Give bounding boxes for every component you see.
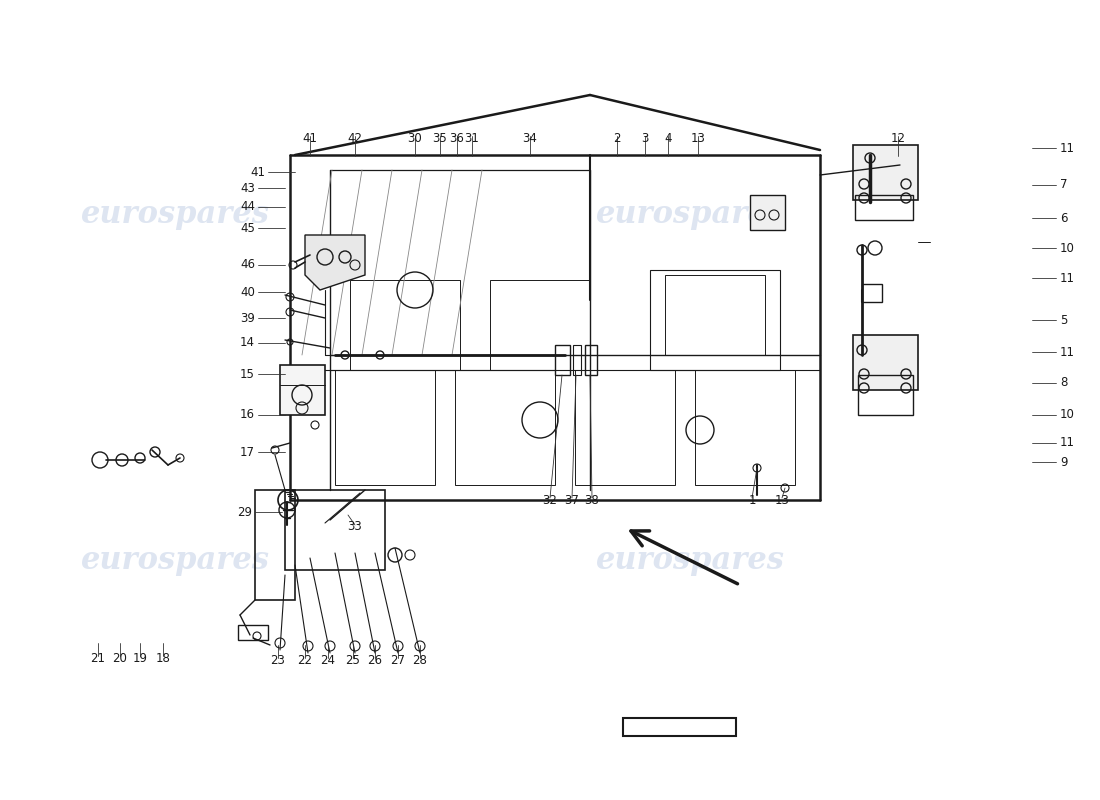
Bar — [285, 490, 385, 570]
Bar — [650, 270, 780, 370]
Text: 39: 39 — [240, 311, 255, 325]
Text: 37: 37 — [564, 494, 580, 506]
Text: 36: 36 — [450, 131, 464, 145]
Text: 18: 18 — [155, 651, 170, 665]
Text: 26: 26 — [367, 654, 383, 666]
Text: 32: 32 — [542, 494, 558, 506]
Text: 42: 42 — [348, 131, 363, 145]
Text: 3: 3 — [641, 131, 649, 145]
Text: 9: 9 — [1060, 455, 1067, 469]
Bar — [350, 280, 460, 370]
Text: 13: 13 — [774, 494, 790, 506]
Bar — [556, 345, 570, 375]
Text: 15: 15 — [240, 367, 255, 381]
Bar — [855, 195, 913, 220]
Text: eurospares: eurospares — [80, 545, 270, 575]
Polygon shape — [305, 235, 365, 290]
Text: 38: 38 — [584, 494, 600, 506]
Bar — [585, 345, 597, 375]
Bar — [623, 718, 736, 736]
Text: 6: 6 — [1060, 211, 1067, 225]
Text: 19: 19 — [132, 651, 147, 665]
Text: 41: 41 — [250, 166, 265, 178]
Text: 40: 40 — [240, 286, 255, 298]
Text: 12: 12 — [891, 131, 905, 145]
Text: 31: 31 — [464, 131, 480, 145]
Text: 11: 11 — [1060, 346, 1075, 358]
Bar — [573, 345, 581, 375]
Text: 45: 45 — [240, 222, 255, 234]
Bar — [750, 195, 785, 230]
Text: 22: 22 — [297, 654, 312, 666]
Text: 30: 30 — [408, 131, 422, 145]
Text: 1: 1 — [748, 494, 756, 506]
Text: 17: 17 — [240, 446, 255, 458]
Bar — [575, 370, 675, 485]
Bar — [862, 284, 882, 302]
Text: 46: 46 — [240, 258, 255, 271]
Text: 34: 34 — [522, 131, 538, 145]
Text: 2: 2 — [614, 131, 620, 145]
Bar — [490, 280, 590, 370]
Text: 7: 7 — [1060, 178, 1067, 191]
Text: eurospares: eurospares — [80, 199, 270, 230]
Bar — [858, 375, 913, 415]
Text: 41: 41 — [302, 131, 318, 145]
Bar — [238, 625, 268, 640]
Text: 21: 21 — [90, 651, 106, 665]
Text: 25: 25 — [345, 654, 361, 666]
Text: eurospares: eurospares — [595, 545, 784, 575]
Text: 8: 8 — [1060, 377, 1067, 390]
Text: 28: 28 — [412, 654, 428, 666]
Text: 35: 35 — [432, 131, 448, 145]
Text: 24: 24 — [320, 654, 336, 666]
Bar — [455, 370, 556, 485]
Bar — [852, 335, 918, 390]
Text: 44: 44 — [240, 201, 255, 214]
Bar — [695, 370, 795, 485]
Text: 11: 11 — [1060, 142, 1075, 154]
Text: 11: 11 — [1060, 271, 1075, 285]
Text: 10: 10 — [1060, 409, 1075, 422]
Text: 11: 11 — [1060, 437, 1075, 450]
Text: 23: 23 — [271, 654, 285, 666]
Text: 16: 16 — [240, 409, 255, 422]
Bar — [852, 145, 918, 200]
Text: 5: 5 — [1060, 314, 1067, 326]
Text: 29: 29 — [236, 506, 252, 518]
Text: 13: 13 — [691, 131, 705, 145]
Bar — [255, 490, 295, 600]
Bar — [280, 365, 324, 415]
Bar — [666, 275, 764, 355]
Bar — [336, 370, 434, 485]
Text: 4: 4 — [664, 131, 672, 145]
Text: 20: 20 — [112, 651, 128, 665]
Text: eurospares: eurospares — [595, 199, 784, 230]
Text: 14: 14 — [240, 337, 255, 350]
Text: 33: 33 — [348, 521, 362, 534]
Text: 10: 10 — [1060, 242, 1075, 254]
Text: 43: 43 — [240, 182, 255, 194]
Text: 27: 27 — [390, 654, 406, 666]
